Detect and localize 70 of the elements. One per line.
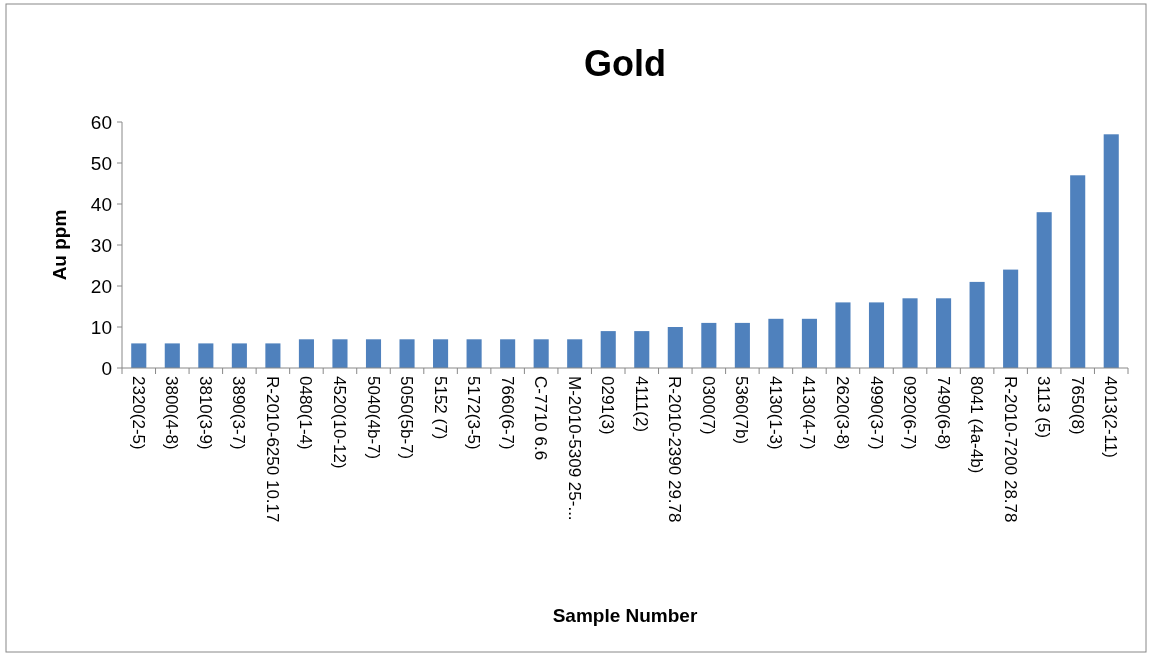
x-tick-label: 5360(7b) (732, 376, 752, 445)
x-tick-label: 5040(4b-7) (363, 376, 383, 460)
bar (667, 327, 683, 368)
x-tick-label: 0480(1-4) (296, 376, 316, 450)
x-tick-label: 4520(10-12) (330, 376, 350, 469)
bar (734, 322, 750, 368)
x-tick-label: 7490(6-8) (933, 376, 953, 450)
x-tick-label: 0291(3) (598, 376, 618, 435)
y-tick-label: 0 (101, 357, 112, 379)
x-tick-label: 3810(3-9) (195, 376, 215, 450)
x-tick-label: 3113 (5) (1034, 376, 1054, 439)
x-tick-label: 5050(5b-7) (397, 376, 417, 460)
x-tick-label: 7660(6-7) (497, 376, 517, 450)
x-tick-label: 0920(6-7) (900, 376, 920, 450)
bar (365, 339, 382, 368)
bar (131, 343, 147, 368)
x-tick-label: 2320(2-5) (128, 376, 148, 450)
x-tick-label: 5152 (7) (430, 376, 450, 440)
bar (902, 298, 918, 368)
y-tick-label: 20 (90, 275, 112, 297)
x-tick-label: 2620(3-8) (833, 376, 853, 450)
bar (701, 322, 717, 368)
bar (332, 339, 348, 368)
y-tick-label: 10 (90, 316, 112, 338)
x-tick-label: 4013(2-11) (1101, 376, 1121, 458)
x-tick-label: 4990(3-7) (866, 376, 886, 450)
bar (600, 331, 616, 368)
bar (868, 302, 885, 368)
y-tick-label: 30 (90, 234, 112, 256)
x-tick-label: C-7710 6.6 (531, 376, 551, 461)
bar (164, 343, 180, 368)
bar (231, 343, 247, 368)
x-tick-label: R-2010-7200 28.78 (1000, 376, 1020, 523)
bar (936, 298, 952, 368)
x-tick-label: 3890(3-7) (229, 376, 249, 450)
y-tick-label: 40 (90, 193, 112, 215)
bar (634, 331, 650, 368)
bar (567, 339, 583, 368)
bar (1003, 269, 1019, 368)
x-axis-title: Sample Number (552, 605, 698, 626)
y-tick-label: 50 (90, 152, 112, 174)
x-tick-label: R-2010-2390 29.78 (665, 376, 685, 523)
bar (969, 281, 985, 368)
bar (835, 302, 851, 368)
bar (500, 339, 516, 368)
bar (1103, 134, 1119, 368)
x-tick-label: 4111(2) (631, 376, 651, 433)
bar (433, 339, 449, 368)
bar (533, 339, 549, 368)
bar (1070, 175, 1086, 368)
x-tick-label: 4130(4-7) (799, 376, 819, 450)
x-tick-label: 4130(1-3) (765, 376, 785, 450)
y-axis-title: Au ppm (49, 209, 70, 281)
x-tick-label: 7650(8) (1067, 376, 1087, 435)
y-tick-label: 60 (90, 111, 112, 133)
x-tick-label: M-2010-5309 25-... (564, 376, 584, 521)
bar (198, 343, 214, 368)
bar (768, 318, 784, 368)
bar (801, 318, 817, 368)
bar (1036, 212, 1052, 368)
chart-title: Gold (584, 43, 666, 84)
x-tick-label: 0300(7) (698, 376, 718, 435)
x-tick-label: 3800(4-8) (162, 376, 182, 450)
bar (265, 343, 281, 368)
bar (466, 339, 482, 368)
x-tick-label: 8041 (4a-4b) (967, 376, 987, 474)
x-tick-label: 5172(3-5) (464, 376, 484, 450)
x-tick-label: R-2010-6250 10.17 (262, 376, 282, 523)
bar (298, 339, 314, 368)
bar (399, 339, 415, 368)
